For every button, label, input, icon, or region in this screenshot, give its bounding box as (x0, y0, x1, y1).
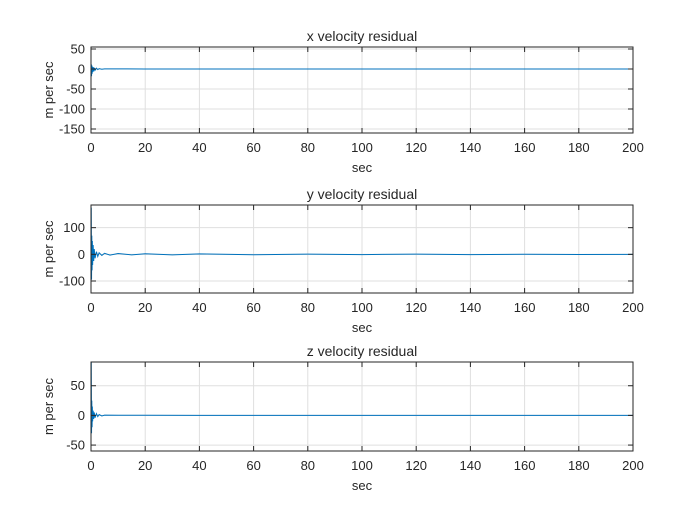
x-tick-label: 160 (514, 300, 536, 315)
x-tick-label: 40 (192, 300, 206, 315)
x-tick-label: 120 (405, 300, 427, 315)
x-tick-label: 140 (460, 300, 482, 315)
y-tick-label: -150 (59, 122, 85, 137)
x-tick-label: 200 (622, 300, 644, 315)
x-tick-label: 180 (568, 458, 590, 473)
y-axis-label: m per sec (41, 377, 56, 435)
y-tick-label: 0 (78, 408, 85, 423)
y-tick-label: 100 (63, 220, 85, 235)
x-tick-label: 100 (351, 140, 373, 155)
series-line-1 (90, 64, 633, 77)
x-tick-label: 40 (192, 458, 206, 473)
x-tick-label: 160 (514, 458, 536, 473)
x-tick-label: 20 (138, 140, 152, 155)
x-tick-label: 180 (568, 140, 590, 155)
x-axis-label: sec (352, 320, 373, 335)
x-tick-label: 20 (138, 300, 152, 315)
y-axis-label: m per sec (41, 61, 56, 119)
x-tick-label: 140 (460, 140, 482, 155)
x-tick-label: 180 (568, 300, 590, 315)
x-tick-label: 0 (87, 458, 94, 473)
x-tick-label: 200 (622, 140, 644, 155)
y-tick-label: -100 (59, 274, 85, 289)
y-tick-label: 0 (78, 62, 85, 77)
x-tick-label: 120 (405, 140, 427, 155)
x-tick-label: 80 (301, 140, 315, 155)
y-tick-label: 50 (71, 42, 85, 57)
chart-title: x velocity residual (307, 28, 418, 44)
chart-title: y velocity residual (307, 186, 418, 202)
y-tick-label: 50 (71, 378, 85, 393)
x-tick-label: 40 (192, 140, 206, 155)
x-tick-label: 100 (351, 458, 373, 473)
series-line-1 (90, 361, 633, 434)
y-axis-label: m per sec (41, 220, 56, 278)
x-tick-label: 0 (87, 300, 94, 315)
series-line-1 (90, 207, 634, 280)
x-tick-label: 80 (301, 458, 315, 473)
x-tick-label: 80 (301, 300, 315, 315)
x-tick-label: 0 (87, 140, 94, 155)
y-tick-label: -100 (59, 102, 85, 117)
y-tick-label: -50 (66, 82, 85, 97)
x-tick-label: 60 (246, 458, 260, 473)
x-tick-label: 60 (246, 300, 260, 315)
x-tick-label: 120 (405, 458, 427, 473)
x-tick-label: 140 (460, 458, 482, 473)
x-tick-label: 160 (514, 140, 536, 155)
x-tick-label: 60 (246, 140, 260, 155)
chart-title: z velocity residual (307, 343, 418, 359)
x-tick-label: 100 (351, 300, 373, 315)
x-axis-label: sec (352, 478, 373, 493)
x-axis-label: sec (352, 160, 373, 175)
x-tick-label: 200 (622, 458, 644, 473)
x-tick-label: 20 (138, 458, 152, 473)
y-tick-label: -50 (66, 438, 85, 453)
y-tick-label: 0 (78, 247, 85, 262)
subplot-1: 0 20 40 60 80 100 120 140 160 180 200 -150 -100 -50 0 5… (41, 28, 644, 175)
